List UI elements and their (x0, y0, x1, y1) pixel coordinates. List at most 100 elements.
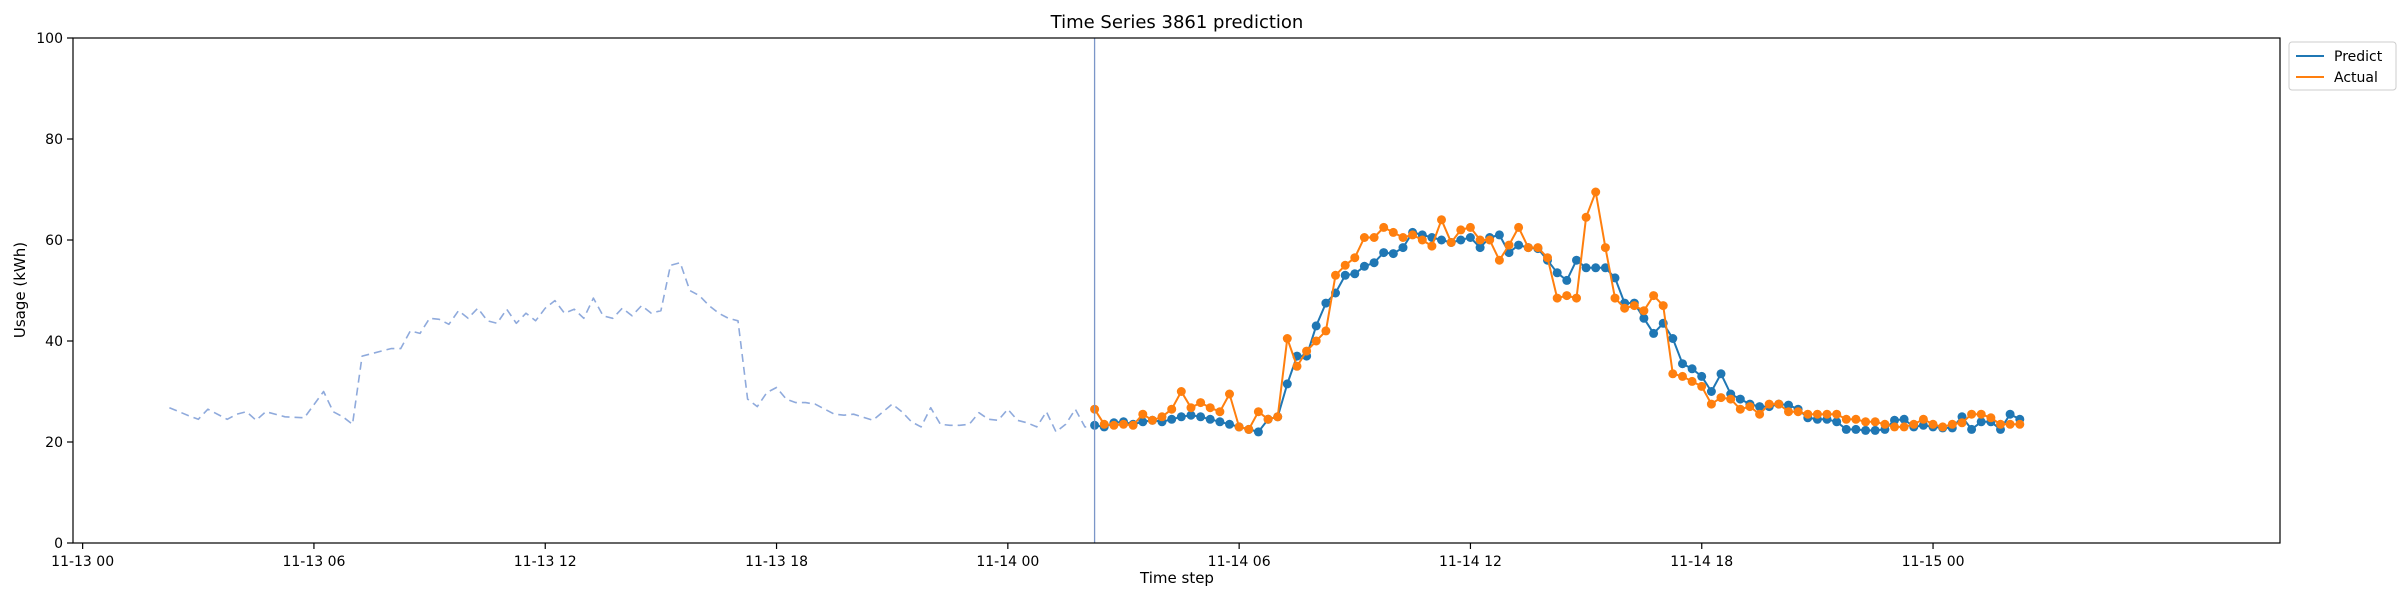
actual-point (1099, 419, 1109, 429)
actual-point (1398, 233, 1408, 242)
actual-point (1899, 422, 1909, 432)
prediction-point (1562, 275, 1572, 285)
actual-point (1446, 238, 1456, 247)
actual-point (1225, 389, 1234, 399)
actual-point (1147, 415, 1157, 425)
prediction-point (1552, 268, 1562, 278)
prediction-point (1976, 417, 1986, 427)
x-axis: 11-13 00 11-13 06 11-13 12 11-13 18 11-14 00… (51, 543, 1965, 570)
prediction-point (1841, 424, 1851, 434)
y-tick-label: 40 (45, 334, 63, 350)
actual-point (1918, 414, 1928, 424)
prediction-point (1591, 263, 1601, 273)
actual-point (1273, 412, 1283, 422)
actual-point (1485, 235, 1495, 245)
actual-point (1494, 255, 1504, 265)
prediction-point (1225, 419, 1234, 429)
history-series-line (169, 261, 1095, 433)
actual-point (1841, 414, 1851, 424)
prediction-point (1687, 364, 1697, 374)
legend-actual-label: Actual (2334, 70, 2378, 86)
x-tick-label: 11-15 00 (1902, 554, 1965, 570)
actual-point (1649, 291, 1659, 301)
prediction-point (1253, 427, 1263, 437)
actual-point (1475, 235, 1485, 245)
actual-point (1263, 414, 1273, 424)
prediction-point (1321, 298, 1331, 308)
x-tick-label: 11-14 12 (1439, 554, 1502, 570)
y-tick-label: 60 (45, 233, 63, 249)
prediction-point (1649, 328, 1659, 338)
prediction-point (1678, 359, 1687, 369)
actual-point (1764, 399, 1774, 409)
y-axis-title: Usage (kWh) (11, 242, 29, 338)
actual-point (1543, 253, 1552, 263)
prediction-point (1755, 402, 1765, 412)
prediction-point (1176, 412, 1186, 422)
actual-point (1957, 418, 1967, 428)
y-tick-label: 20 (45, 435, 63, 451)
prediction-point (1465, 233, 1475, 242)
actual-point (1109, 420, 1119, 430)
x-tick-label: 11-13 18 (745, 554, 808, 570)
actual-point (1996, 419, 2005, 429)
actual-point (1803, 409, 1813, 419)
x-axis-title: Time step (1139, 569, 1214, 587)
actual-point (1890, 422, 1899, 432)
y-tick-label: 0 (54, 536, 63, 552)
actual-point (1282, 334, 1292, 343)
prediction-point (1196, 412, 1206, 422)
actual-point (1928, 419, 1938, 429)
actual-point (1523, 243, 1533, 253)
prediction-point (1851, 424, 1861, 434)
prediction-point (1282, 379, 1292, 389)
prediction-point (1215, 417, 1225, 427)
x-tick-label: 11-14 06 (1208, 554, 1271, 570)
actual-point (1408, 230, 1418, 240)
actual-point (1562, 291, 1572, 301)
actual-point (1678, 371, 1687, 381)
actual-point (1321, 326, 1331, 336)
actual-point (1234, 422, 1244, 432)
actual-point (1822, 409, 1832, 419)
y-tick-label: 80 (45, 132, 63, 148)
actual-point (1909, 419, 1919, 429)
actual-point (1629, 301, 1639, 311)
actual-point (1205, 403, 1215, 413)
actual-point (1302, 346, 1312, 356)
actual-point (1388, 227, 1398, 237)
actual-point (1600, 243, 1610, 253)
prediction-point (1167, 414, 1177, 424)
actual-point (1340, 260, 1350, 270)
actual-point (1658, 301, 1668, 311)
actual-point (1784, 407, 1793, 417)
actual-point (1167, 404, 1177, 414)
prediction-point (1706, 387, 1716, 396)
actual-point (1437, 215, 1446, 225)
plot-frame (72, 37, 2281, 544)
actual-point (1572, 293, 1581, 303)
actual-point (1253, 407, 1263, 417)
y-axis: 0 20 40 60 80 100 (36, 31, 73, 552)
prediction-point (1475, 243, 1485, 253)
actual-point (1870, 417, 1880, 427)
x-tick-label: 11-14 18 (1670, 554, 1733, 570)
x-tick-label: 11-14 00 (976, 554, 1039, 570)
actual-point (1851, 414, 1861, 424)
prediction-point (1350, 269, 1360, 279)
prediction-point (1572, 255, 1581, 265)
actual-point (1514, 222, 1524, 232)
actual-point (1668, 369, 1678, 379)
prediction-point (1186, 410, 1196, 420)
prediction-point (1437, 235, 1446, 245)
actual-point (1215, 407, 1225, 417)
actual-point (1504, 240, 1514, 250)
x-tick-label: 11-13 06 (282, 554, 345, 570)
actual-point (1639, 306, 1649, 316)
actual-point (1976, 409, 1986, 419)
actual-point (1427, 241, 1437, 251)
actual-point (1620, 303, 1630, 313)
prediction-point (1639, 313, 1649, 323)
